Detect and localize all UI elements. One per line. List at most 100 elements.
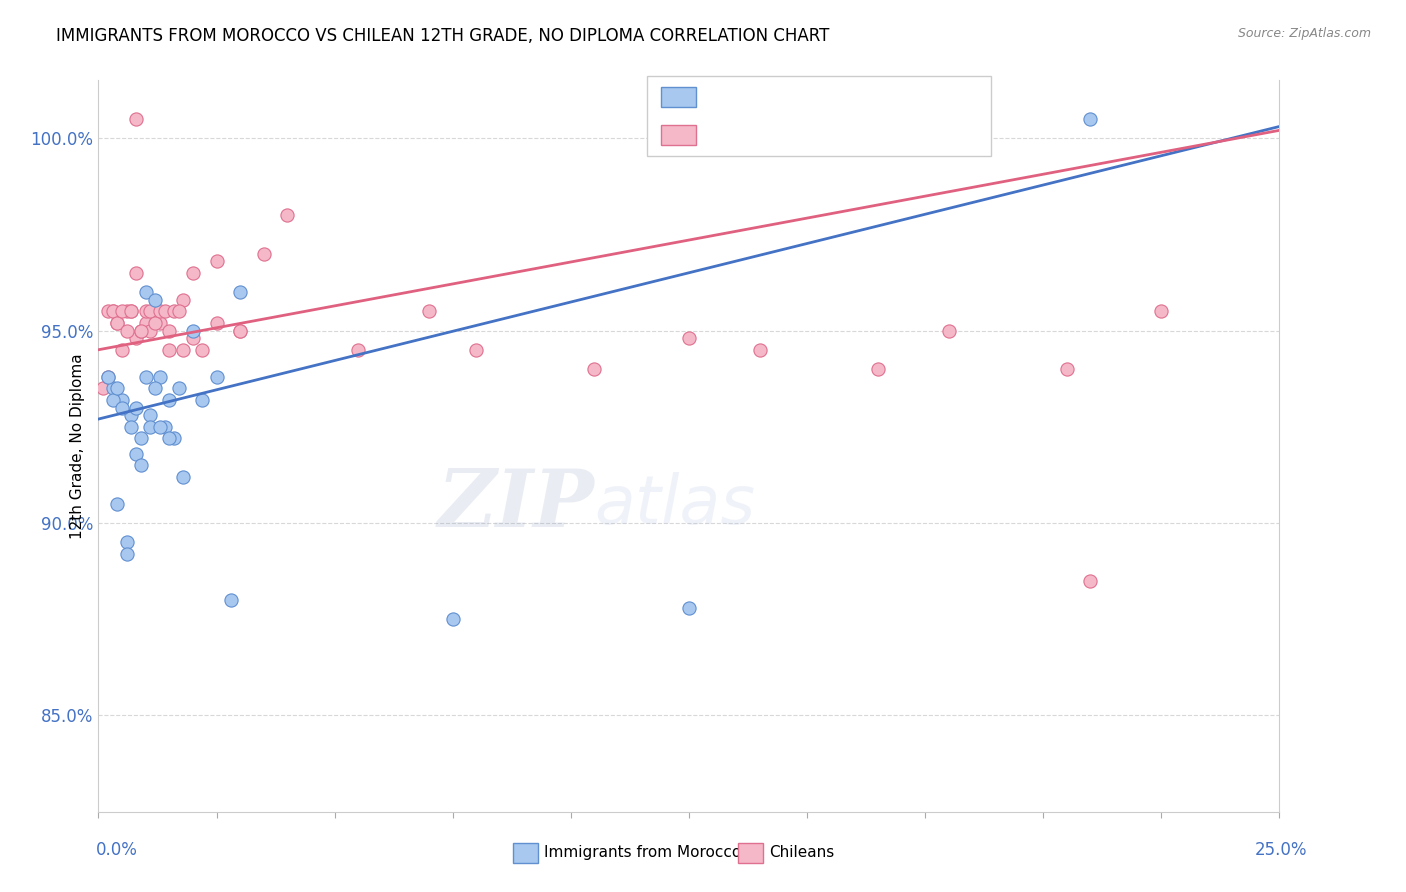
Point xyxy=(105,497,128,511)
Text: 25.0%: 25.0% xyxy=(1256,840,1308,858)
Point xyxy=(121,408,143,422)
Text: N = 37: N = 37 xyxy=(865,87,928,105)
Text: 0.0%: 0.0% xyxy=(96,840,138,858)
Point xyxy=(101,304,124,318)
Point xyxy=(181,324,204,338)
Point xyxy=(97,369,120,384)
Point xyxy=(1150,304,1173,318)
Point xyxy=(129,324,152,338)
Point xyxy=(167,381,190,395)
Text: atlas: atlas xyxy=(595,472,755,538)
Point xyxy=(139,304,162,318)
Point xyxy=(748,343,770,357)
Point xyxy=(441,612,464,626)
Point xyxy=(125,447,148,461)
Point xyxy=(143,316,166,330)
Point xyxy=(678,600,700,615)
Point xyxy=(181,331,204,345)
Point xyxy=(125,401,148,415)
Point xyxy=(219,593,242,607)
Point xyxy=(129,324,152,338)
Point xyxy=(153,419,176,434)
Point xyxy=(938,324,960,338)
Point xyxy=(149,316,172,330)
Point xyxy=(111,392,134,407)
Point xyxy=(91,381,114,395)
Point xyxy=(105,316,128,330)
Point xyxy=(139,408,162,422)
Point xyxy=(139,419,162,434)
Point xyxy=(1056,362,1078,376)
Point xyxy=(97,304,120,318)
Point xyxy=(157,392,180,407)
Point xyxy=(172,343,194,357)
Point xyxy=(135,304,157,318)
Point xyxy=(121,304,143,318)
Point xyxy=(129,458,152,473)
Point xyxy=(191,343,214,357)
Point xyxy=(205,254,228,268)
Point xyxy=(229,324,252,338)
Point xyxy=(866,362,889,376)
Point xyxy=(105,316,128,330)
Point xyxy=(253,246,276,260)
Point xyxy=(101,381,124,395)
Point xyxy=(111,304,134,318)
Point xyxy=(172,470,194,484)
Point xyxy=(418,304,440,318)
Point xyxy=(135,285,157,299)
Point xyxy=(135,369,157,384)
Point xyxy=(1080,574,1102,588)
Text: Chileans: Chileans xyxy=(769,846,834,860)
Point xyxy=(115,304,138,318)
Point xyxy=(125,331,148,345)
Point xyxy=(205,316,228,330)
Point xyxy=(157,324,180,338)
Text: IMMIGRANTS FROM MOROCCO VS CHILEAN 12TH GRADE, NO DIPLOMA CORRELATION CHART: IMMIGRANTS FROM MOROCCO VS CHILEAN 12TH … xyxy=(56,27,830,45)
Point xyxy=(115,324,138,338)
Point xyxy=(135,316,157,330)
Point xyxy=(583,362,606,376)
Point xyxy=(139,324,162,338)
Point xyxy=(101,304,124,318)
Point xyxy=(276,208,298,222)
Point xyxy=(121,419,143,434)
Point xyxy=(105,381,128,395)
Point xyxy=(111,401,134,415)
Point xyxy=(181,266,204,280)
Point xyxy=(115,535,138,549)
Point xyxy=(121,304,143,318)
Y-axis label: 12th Grade, No Diploma: 12th Grade, No Diploma xyxy=(69,353,84,539)
Text: Immigrants from Morocco: Immigrants from Morocco xyxy=(544,846,741,860)
Point xyxy=(129,431,152,445)
Point xyxy=(143,381,166,395)
Point xyxy=(347,343,370,357)
Point xyxy=(229,324,252,338)
Point xyxy=(111,343,134,357)
Text: R = 0.474: R = 0.474 xyxy=(706,125,796,143)
Point xyxy=(97,369,120,384)
Point xyxy=(678,331,700,345)
Point xyxy=(125,266,148,280)
Text: N = 53: N = 53 xyxy=(865,125,928,143)
Point xyxy=(157,343,180,357)
Point xyxy=(149,419,172,434)
Point xyxy=(153,304,176,318)
Point xyxy=(191,392,214,407)
Text: Source: ZipAtlas.com: Source: ZipAtlas.com xyxy=(1237,27,1371,40)
Point xyxy=(149,369,172,384)
Point xyxy=(115,547,138,561)
Point xyxy=(143,304,166,318)
Text: R = 0.323: R = 0.323 xyxy=(706,87,796,105)
Point xyxy=(143,293,166,307)
Point xyxy=(172,293,194,307)
Point xyxy=(149,304,172,318)
Point xyxy=(465,343,488,357)
Point xyxy=(125,112,148,126)
Point xyxy=(163,304,186,318)
Point xyxy=(1080,112,1102,126)
Point xyxy=(101,392,124,407)
Point xyxy=(163,431,186,445)
Point xyxy=(157,431,180,445)
Point xyxy=(205,369,228,384)
